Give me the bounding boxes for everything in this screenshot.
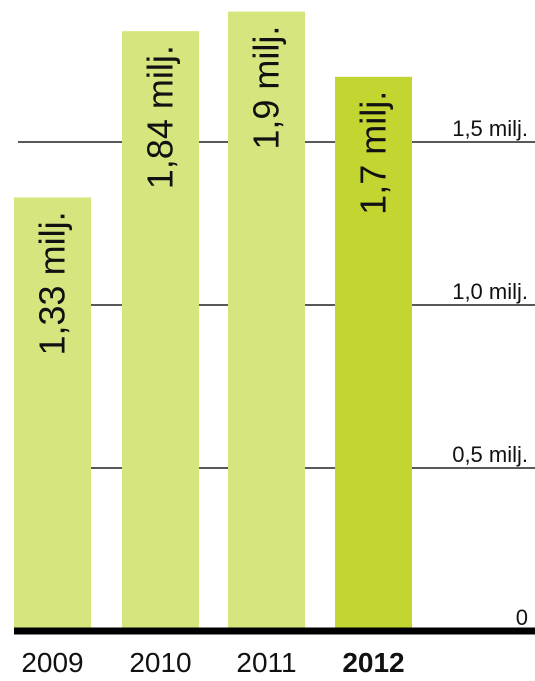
category-layer: 2009 2010 2011 2012 <box>21 647 404 678</box>
value-label-2010: 1,84 milj. <box>140 45 181 189</box>
value-label-2011: 1,9 milj. <box>246 26 287 150</box>
category-label-2010: 2010 <box>129 647 191 678</box>
value-label-2012: 1,7 milj. <box>353 91 394 215</box>
y-tick-label-3: 1,5 milj. <box>452 116 528 141</box>
tick-layer: 0 0,5 milj. 1,0 milj. 1,5 milj. <box>452 116 528 630</box>
category-label-2009: 2009 <box>21 647 83 678</box>
bar-layer: 1,33 milj. 1,84 milj. 1,9 milj. 1,7 milj. <box>14 12 412 631</box>
y-tick-label-2: 1,0 milj. <box>452 279 528 304</box>
value-label-2009: 1,33 milj. <box>32 211 73 355</box>
y-tick-label-1: 0,5 milj. <box>452 442 528 467</box>
category-label-2012: 2012 <box>342 647 404 678</box>
category-label-2011: 2011 <box>236 647 296 678</box>
y-tick-label-0: 0 <box>516 605 528 630</box>
